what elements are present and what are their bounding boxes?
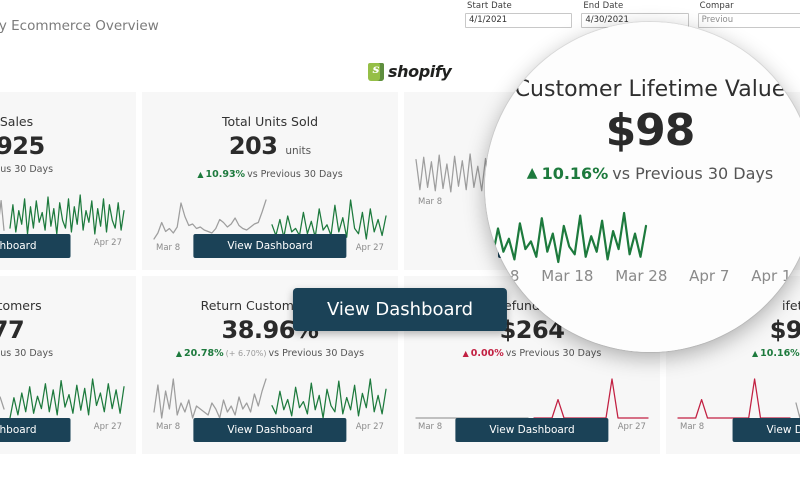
card-delta: ▲ Previous 30 Days	[0, 164, 53, 175]
view-dashboard-button[interactable]: View Dash	[732, 418, 800, 442]
sparkline-chart	[677, 378, 800, 419]
magnifier-lens: Customer Lifetime Value $98 ▲ 10.16% vs …	[485, 22, 800, 352]
axis-tick-label: Mar 8	[418, 197, 443, 207]
card-value: 203 units	[229, 133, 311, 164]
card-delta-text: Previous 30 Days	[0, 348, 54, 359]
sparkline-path	[795, 402, 800, 419]
card-value: 77	[0, 316, 25, 344]
axis-tick-label: Mar 18	[541, 267, 594, 285]
axis-tick-label: Mar 8	[156, 243, 181, 253]
sparkline-path	[9, 378, 125, 419]
sparkline-path	[485, 211, 648, 264]
sparkline-chart	[0, 378, 125, 419]
axis-tick-label: Mar 28	[615, 267, 668, 285]
magnified-view-dashboard-button[interactable]: View Dashboard	[292, 288, 508, 331]
card-delta: ▲ 10.16% vs Prev	[752, 348, 800, 359]
card-value-unit: units	[285, 145, 312, 157]
view-dashboard-button[interactable]: View Dashboard	[455, 418, 609, 442]
sparkline-chart	[0, 194, 125, 235]
filter-end-date-label: End Date	[583, 1, 624, 11]
trend-up-icon: ▲	[462, 349, 469, 358]
card-delta-subvalue: (+ 6.70%)	[225, 349, 267, 358]
card-delta: ▲ 0.00% vs Previous 30 Days	[463, 348, 602, 359]
axis-tick-label: Mar 8	[418, 422, 443, 432]
magnified-card-title: Customer Lifetime Value	[514, 77, 786, 102]
card-title: Customers	[0, 298, 42, 313]
card-delta-pct: 10.16%	[760, 348, 800, 359]
card-title: ss Sales	[0, 114, 34, 129]
shopify-bag-icon	[368, 62, 384, 81]
card-delta-text: Previous 30 Days	[0, 164, 54, 175]
magnified-card-value: $98	[605, 105, 696, 156]
sparkline-chart	[153, 199, 387, 240]
sparkline-path	[533, 378, 649, 419]
sparkline-path	[0, 396, 5, 410]
card-delta: ▲ 10.93% vs Previous 30 Days	[197, 169, 342, 180]
sparkline-chart	[415, 378, 649, 419]
view-dashboard-button[interactable]: View Dashboard	[193, 418, 347, 442]
shopify-logo: shopify	[368, 62, 452, 81]
axis-tick-label: Apr 27	[93, 238, 122, 248]
sparkline-path	[677, 378, 791, 419]
card-title: Total Units Sold	[221, 114, 319, 129]
axis-tick-label: Apr 27	[617, 422, 646, 432]
card-delta-pct: 10.93%	[205, 169, 246, 180]
page-title: pify Ecommerce Overview	[0, 18, 159, 34]
view-dashboard-button[interactable]: Dashboard	[0, 418, 71, 442]
axis-tick-label: Apr 27	[355, 422, 384, 432]
magnified-card-delta-pct: 10.16%	[541, 164, 609, 183]
card-value: 3,925	[0, 133, 45, 159]
kpi-card-total-units-sold[interactable]: Total Units Sold 203 units ▲ 10.93% vs P…	[142, 92, 398, 270]
card-value-number: 203	[228, 132, 278, 160]
card-delta-pct: 20.78%	[184, 348, 224, 359]
shopify-wordmark: shopify	[388, 62, 452, 81]
card-delta: ▲ 20.78% (+ 6.70%) vs Previous 30 Days	[176, 348, 364, 359]
sparkline-path	[153, 378, 267, 419]
view-dashboard-button[interactable]: Dashboard	[0, 234, 71, 258]
magnified-sparkline-axis: r 8 Mar 18 Mar 28 Apr 7 Apr 17	[485, 267, 800, 285]
trend-up-icon: ▲	[751, 349, 759, 358]
sparkline-path	[271, 378, 387, 419]
magnified-sparkline-chart	[485, 211, 648, 264]
card-delta-pct: 0.00%	[470, 348, 504, 359]
magnified-card-customer-lifetime-value: Customer Lifetime Value $98 ▲ 10.16% vs …	[485, 22, 800, 352]
axis-tick-label: Apr 27	[355, 243, 384, 253]
card-value-number: 77	[0, 316, 25, 344]
axis-tick-label: Apr 27	[93, 422, 122, 432]
axis-tick-label: r 8	[499, 267, 520, 285]
trend-up-icon: ▲	[175, 349, 183, 358]
kpi-card-gross-sales[interactable]: ss Sales 3,925 ▲ Previous 30 Days 28Apr …	[0, 92, 136, 270]
axis-tick-label: Apr 7	[689, 267, 730, 285]
view-dashboard-button[interactable]: View Dashboard	[193, 234, 347, 258]
card-delta: ▲ Previous 30 Days	[0, 348, 53, 359]
filter-start-date-label: Start Date	[467, 1, 512, 11]
magnified-card-delta: ▲ 10.16% vs Previous 30 Days	[527, 164, 773, 183]
card-delta-text: vs Previous 30 Days	[247, 169, 343, 180]
sparkline-chart	[153, 378, 387, 419]
trend-up-icon: ▲	[197, 170, 204, 179]
trend-up-icon: ▲	[526, 165, 538, 181]
axis-tick-label: Apr 17	[751, 267, 800, 285]
filter-comparison-label: Compar	[699, 1, 734, 11]
axis-tick-label: Mar 8	[156, 422, 181, 432]
magnified-card-delta-text: vs Previous 30 Days	[612, 164, 774, 183]
sparkline-path	[153, 199, 267, 240]
card-value-number: 3,925	[0, 132, 45, 160]
card-delta-text: vs Previous 30 Days	[268, 348, 365, 359]
card-delta-text: vs Previous 30 Days	[505, 348, 602, 359]
sparkline-path	[0, 199, 5, 231]
sparkline-path	[271, 199, 387, 240]
sparkline-path	[9, 194, 125, 235]
axis-tick-label: Mar 8	[680, 422, 705, 432]
